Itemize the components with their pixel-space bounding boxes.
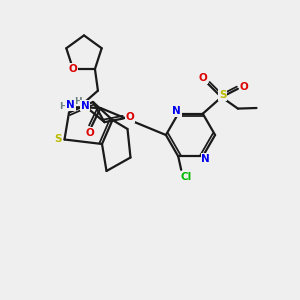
- Text: O: O: [68, 64, 77, 74]
- Text: H: H: [59, 102, 67, 111]
- Text: N: N: [172, 106, 181, 116]
- Text: Cl: Cl: [180, 172, 191, 182]
- Text: S: S: [219, 90, 227, 100]
- Text: O: O: [239, 82, 248, 92]
- Text: O: O: [125, 112, 134, 122]
- Text: O: O: [198, 73, 207, 83]
- Text: N: N: [201, 154, 210, 164]
- Text: O: O: [85, 128, 94, 138]
- Text: N: N: [81, 100, 89, 111]
- Text: N: N: [66, 100, 75, 110]
- Text: S: S: [54, 134, 62, 145]
- Text: H: H: [75, 97, 82, 106]
